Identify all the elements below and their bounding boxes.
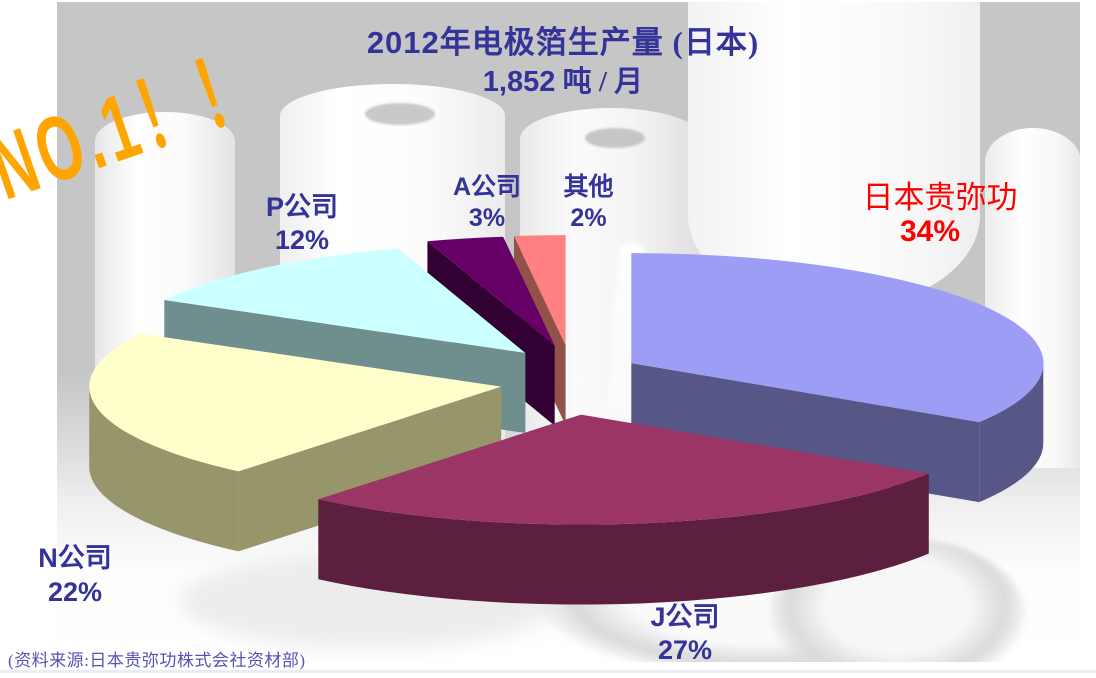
pie-label-pct: 27% [657, 635, 713, 665]
pie-label-pct: 22% [47, 577, 103, 607]
pie-slice-chemicon [631, 253, 1044, 423]
pie-label-n-company: N公司 22% [10, 541, 140, 609]
chart-title: 2012年电极箔生产量 (日本) 1,852 吨 / 月 [148, 24, 978, 100]
pie-label-other: 其他 2% [536, 172, 641, 234]
bottom-divider-line [0, 670, 1096, 673]
chart-title-line2: 1,852 吨 / 月 [482, 66, 644, 98]
pie-label-nippon-chemicon: 日本贵弥功 34% [800, 180, 1080, 249]
pie-slice-n-company-cut-face [238, 386, 502, 552]
pie-slice-other [514, 235, 566, 346]
pie-label-pct: 12% [274, 225, 330, 255]
pie-slice-p-company [164, 248, 526, 353]
cylinder-top-hole [365, 103, 435, 125]
pie-slice-j-company-rim [318, 473, 929, 605]
pie-label-name: 其他 [563, 173, 614, 201]
pie-label-p-company: P公司 12% [222, 191, 382, 257]
pie-label-pct: 2% [570, 204, 607, 232]
pie-slice-j-company [318, 414, 929, 525]
pie-label-name: P公司 [265, 192, 338, 222]
pie-label-name: J公司 [650, 602, 720, 632]
chart-title-line1: 2012年电极箔生产量 (日本) [366, 25, 760, 60]
pie-slice-n-company [89, 333, 502, 472]
pie-label-name: N公司 [38, 543, 112, 573]
pie-slice-a-company [427, 236, 555, 346]
pie-label-name: A公司 [452, 173, 522, 201]
pie-label-pct: 34% [899, 215, 961, 248]
pie-label-a-company: A公司 3% [432, 172, 542, 234]
source-note: (资料来源:日本贵弥功株式会社资材部) [8, 651, 306, 670]
pie-slice-chemicon-rim [979, 363, 1044, 503]
pie-label-j-company: J公司 27% [615, 601, 755, 667]
pie-label-name: 日本贵弥功 [862, 180, 1018, 215]
pie-slice-n-company-rim [89, 386, 239, 552]
cylinder-top-hole [585, 128, 645, 148]
pie-label-pct: 3% [468, 204, 506, 232]
